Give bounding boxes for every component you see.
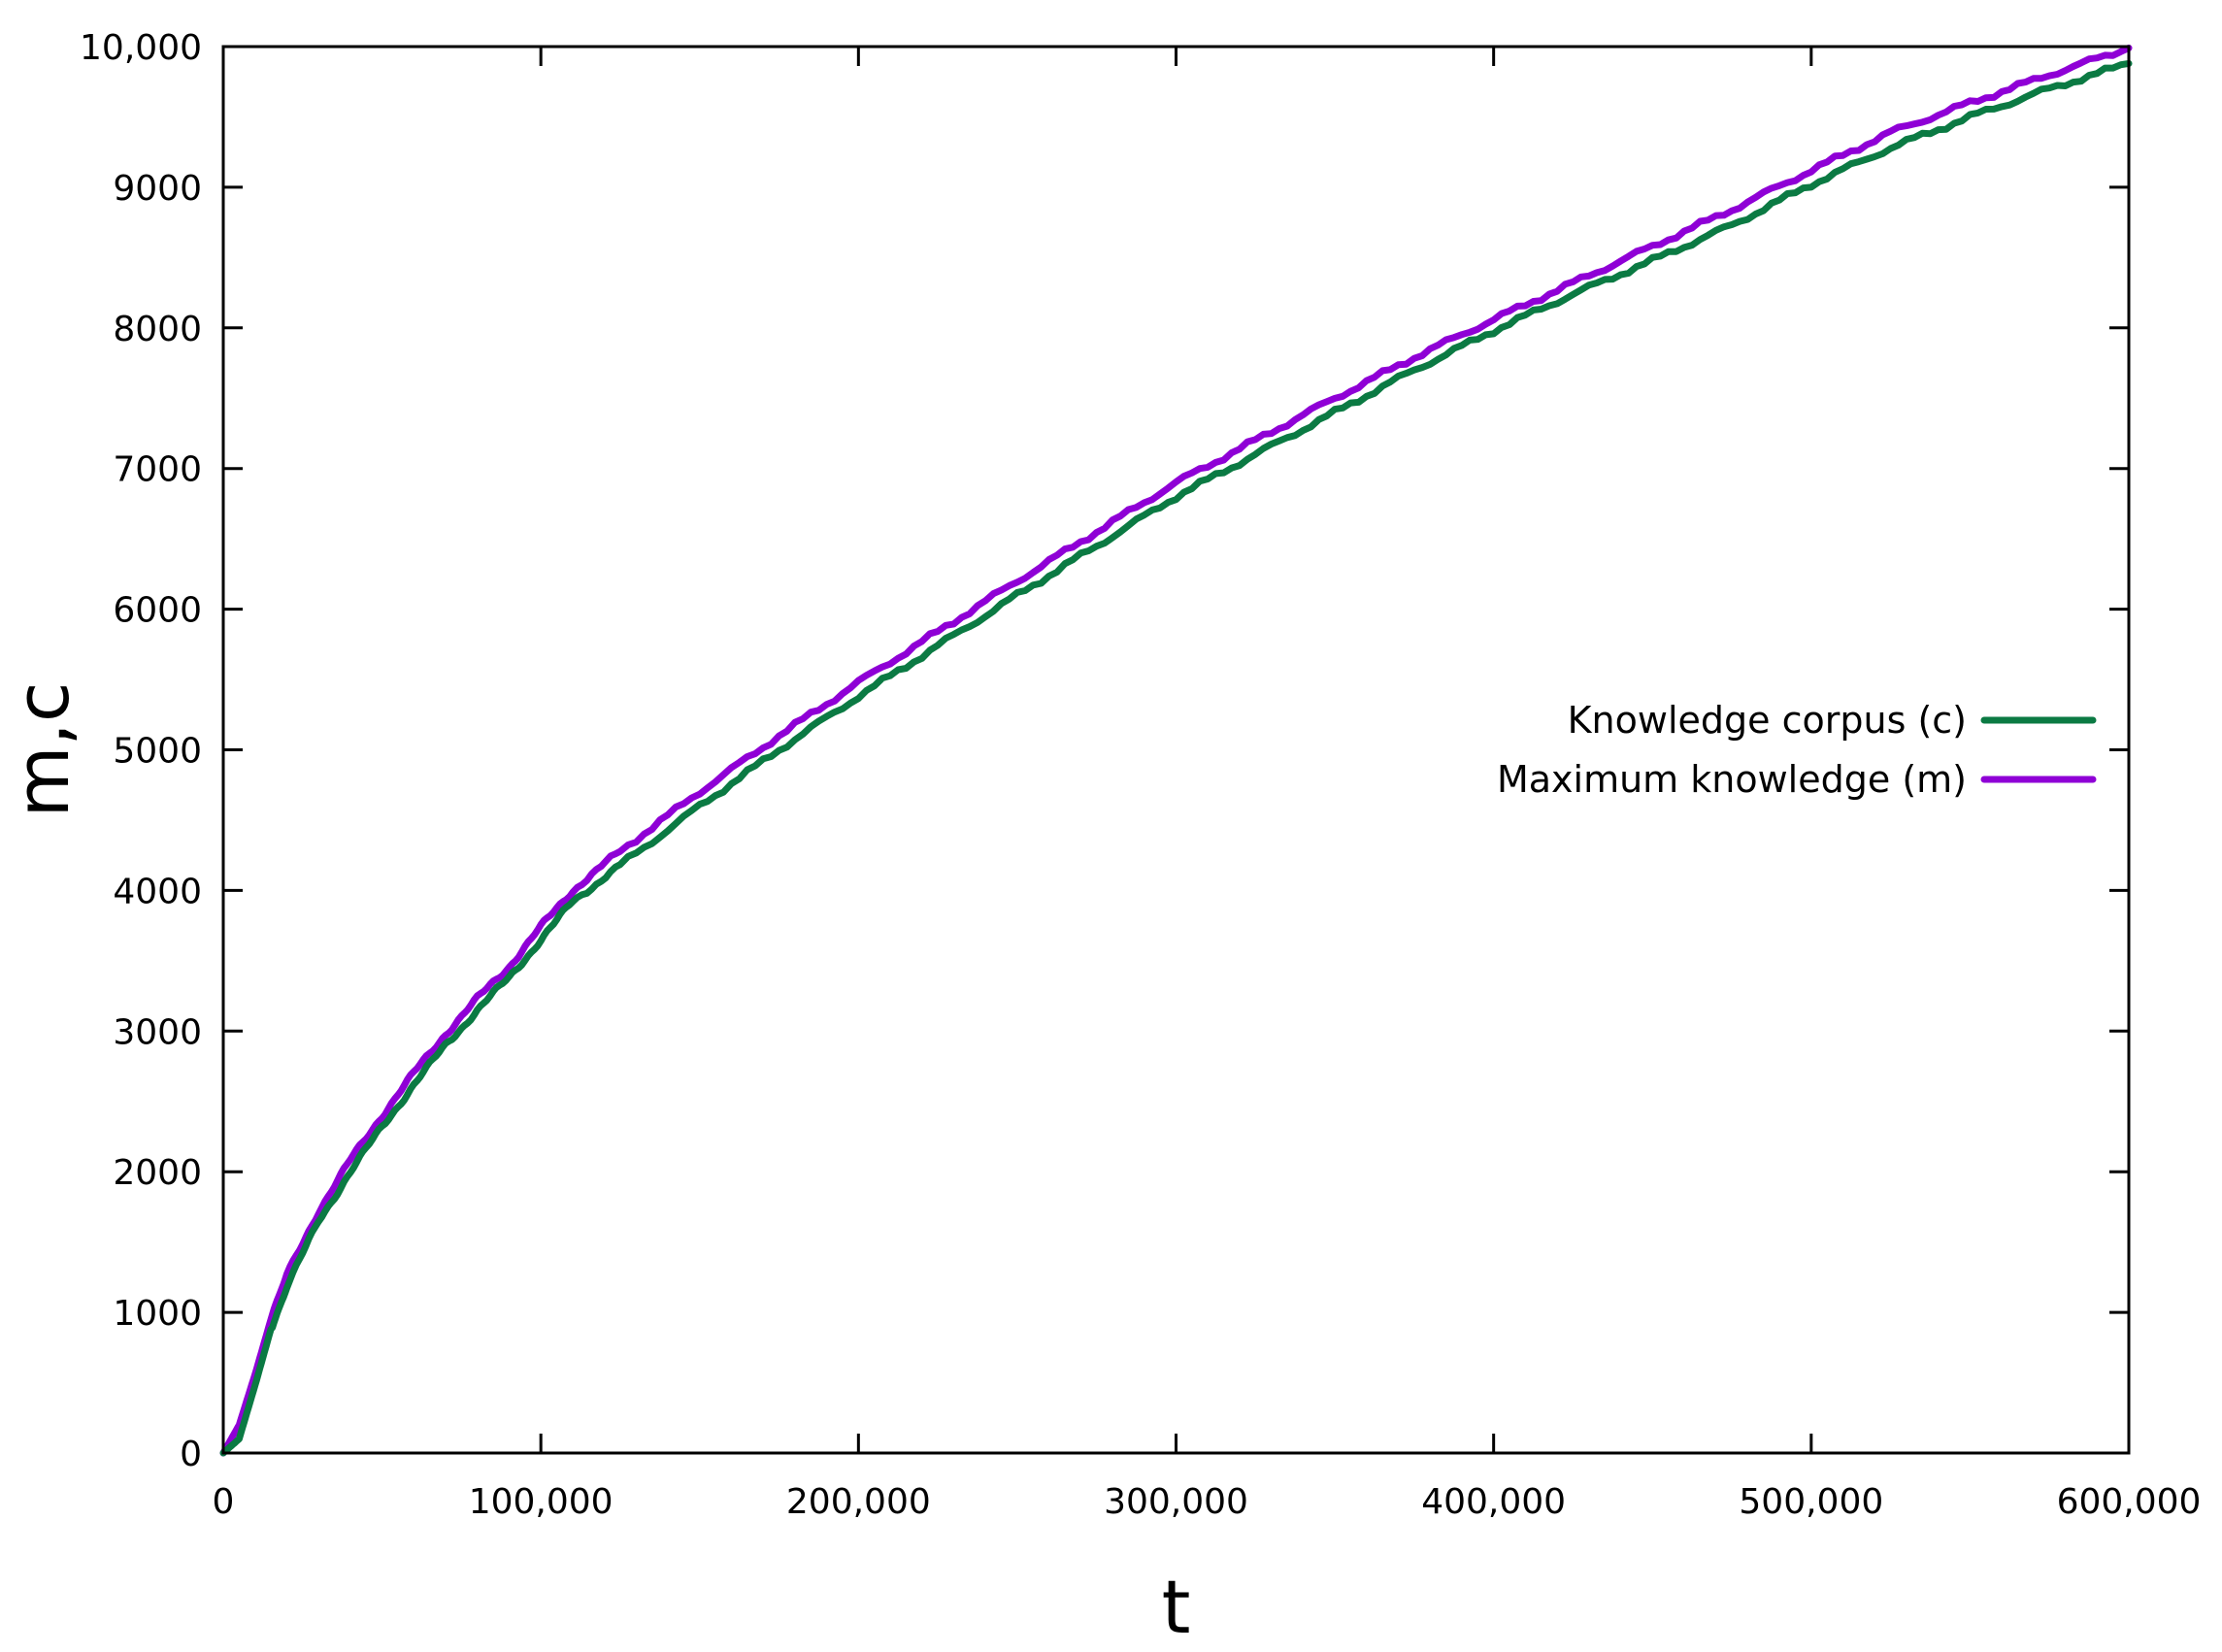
y-tick-labels: 0 1000 2000 3000 4000 5000 6000 7000 8000 9000 10,… (80, 28, 202, 1474)
y-tick-label: 0 (180, 1435, 202, 1474)
series-lines (219, 44, 2133, 1457)
x-tick-label: 200,000 (786, 1482, 931, 1522)
y-tick-label: 5000 (113, 732, 202, 772)
x-tick-labels: 0 100,000 200,000 300,000 400,000 500,000 600,… (213, 1482, 2202, 1522)
x-tick-label: 400,000 (1421, 1482, 1566, 1522)
y-tick-label: 10,000 (80, 28, 202, 68)
y-tick-label: 7000 (113, 450, 202, 490)
x-tick-label: 500,000 (1739, 1482, 1883, 1522)
legend-label: Maximum knowledge (m) (1497, 758, 1967, 801)
y-tick-label: 6000 (113, 591, 202, 631)
x-axis-title: t (1162, 1564, 1191, 1650)
y-axis-title: m,c (0, 682, 85, 818)
y-tick-label: 4000 (113, 872, 202, 911)
y-tick-label: 9000 (113, 169, 202, 209)
x-tick-label: 300,000 (1104, 1482, 1248, 1522)
series-line-maximum-knowledge (219, 44, 2133, 1457)
y-tick-label: 3000 (113, 1012, 202, 1052)
y-tick-label: 2000 (113, 1153, 202, 1193)
x-tick-label: 100,000 (469, 1482, 614, 1522)
x-tick-label: 0 (213, 1482, 235, 1522)
axis-ticks (221, 45, 2131, 1455)
y-tick-label: 1000 (113, 1294, 202, 1334)
x-tick-label: 600,000 (2057, 1482, 2202, 1522)
plot-frame (221, 45, 2131, 1455)
y-tick-label: 8000 (113, 310, 202, 349)
series-line-knowledge-corpus (219, 59, 2133, 1457)
legend-label: Knowledge corpus (c) (1568, 699, 1967, 742)
legend: Knowledge corpus (c) Maximum knowledge (m… (1497, 699, 2097, 801)
